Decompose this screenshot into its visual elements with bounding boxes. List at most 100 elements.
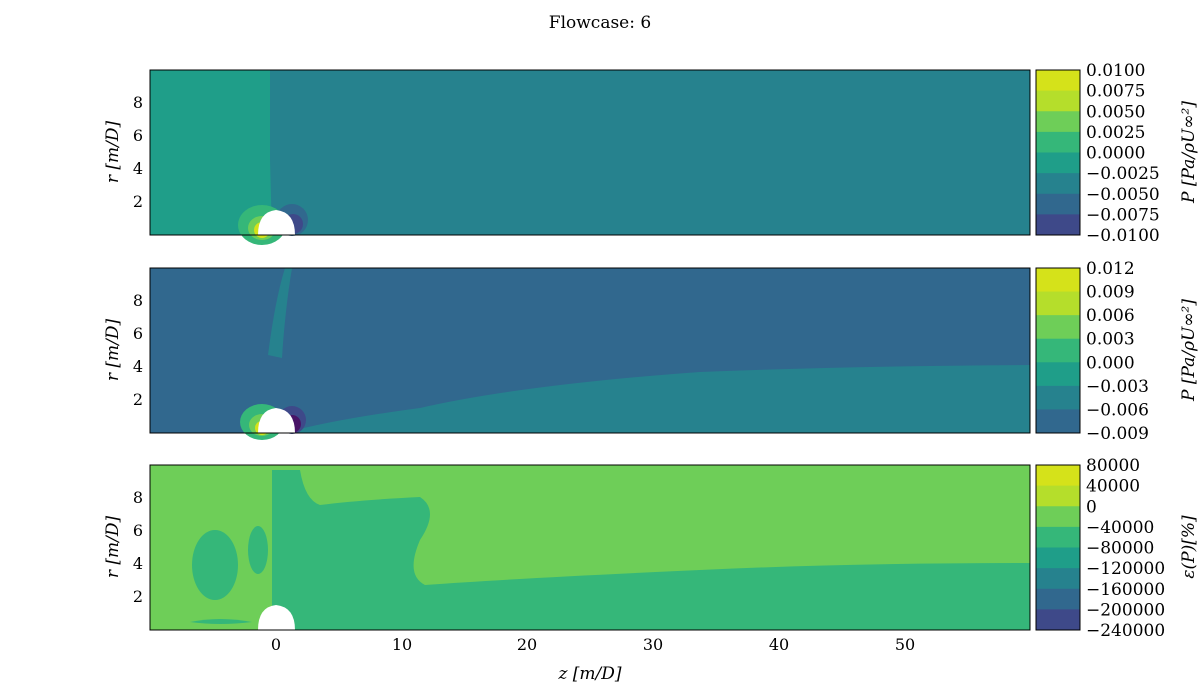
plot-frame: [149, 267, 1031, 434]
y-tick-label: 8: [133, 93, 143, 112]
colorbar-tick-label: 0.000: [1086, 353, 1135, 373]
region-blob-near: [248, 526, 268, 574]
colorbar-band: [1036, 90, 1080, 112]
colorbar-band: [1036, 485, 1080, 507]
colorbar-frame: [1035, 464, 1081, 631]
region-wake: [285, 365, 1030, 433]
y-tick-label: 4: [133, 357, 143, 376]
colorbar-tick-label: −0.0050: [1086, 185, 1160, 205]
colorbar-band: [1036, 111, 1080, 133]
colorbar-tick-label: −160000: [1086, 580, 1165, 600]
colorbar-tick-label: 0.0000: [1086, 144, 1145, 164]
y-tick-label: 8: [133, 488, 143, 507]
y-tick-label: 4: [133, 554, 143, 573]
colorbar-band: [1036, 193, 1080, 215]
colorbar-band: [1036, 506, 1080, 528]
region-blob-upstream: [192, 530, 238, 600]
y-ticks: 2 4 6 8: [133, 291, 143, 409]
colorbar-band: [1036, 362, 1080, 387]
region-upstream: [150, 70, 272, 235]
panel-pressure-model: 2 4 6 8 r [m/D] 0.012 0.009 0.006 0.003 0.00…: [103, 259, 1199, 444]
colorbar-tick-label: 0: [1086, 497, 1097, 517]
colorbar-band: [1036, 338, 1080, 363]
x-tick-label: 10: [392, 635, 412, 654]
x-ticks: 0 10 20 30 40 50: [271, 635, 915, 654]
colorbar-tick-label: 40000: [1086, 477, 1140, 497]
colorbar-tick-label: 0.0100: [1086, 61, 1145, 81]
figure-title: Flowcase: 6: [549, 13, 651, 33]
colorbar-band: [1036, 214, 1080, 236]
colorbar-tick-label: 0.0075: [1086, 82, 1145, 102]
region-streak-bottom: [190, 619, 252, 624]
x-tick-label: 40: [769, 635, 789, 654]
colorbar-band: [1036, 588, 1080, 610]
body-shape: [258, 605, 295, 630]
colorbar-tick-label: −240000: [1086, 621, 1165, 641]
plot-frame: [149, 69, 1031, 236]
colorbar-tick-label: 0.003: [1086, 330, 1135, 350]
contour-field: [150, 268, 1030, 440]
panel-pressure-error: 2 4 6 8 0 10 20 30 40 50 z [m/D] r [m/D]…: [103, 456, 1199, 684]
x-tick-label: 50: [895, 635, 915, 654]
colorbar-band: [1036, 173, 1080, 195]
colorbar-band: [1036, 70, 1080, 92]
y-tick-label: 8: [133, 291, 143, 310]
colorbar-tick-label: 80000: [1086, 456, 1140, 476]
y-axis-label: r [m/D]: [103, 516, 123, 579]
colorbar-label: P [Pa/ρU∞²]: [1179, 299, 1199, 402]
body-shape: [258, 408, 295, 433]
contour-field: [150, 465, 1030, 630]
colorbar-label: ε(P)[%]: [1179, 515, 1199, 579]
x-tick-label: 30: [643, 635, 663, 654]
y-ticks: 2 4 6 8: [133, 93, 143, 211]
y-tick-label: 2: [133, 390, 143, 409]
colorbar: 80000400000−40000−80000−120000−160000−20…: [1035, 456, 1165, 641]
colorbar-tick-label: 0.012: [1086, 259, 1135, 279]
colorbar-tick-label: −120000: [1086, 559, 1165, 579]
colorbar-band: [1036, 152, 1080, 174]
colorbar-band: [1036, 526, 1080, 549]
colorbar-tick-label: −40000: [1086, 518, 1154, 538]
colorbar-tick-label: −0.0025: [1086, 164, 1160, 184]
colorbar-tick-label: −0.0075: [1086, 205, 1160, 225]
colorbar-tick-label: −0.003: [1086, 377, 1149, 397]
y-tick-label: 2: [133, 587, 143, 606]
colorbar-tick-label: 0.006: [1086, 306, 1135, 326]
colorbar-tick-label: −200000: [1086, 600, 1165, 620]
body-shape: [258, 210, 295, 235]
colorbar-band: [1036, 291, 1080, 316]
contour-field: [150, 70, 1030, 245]
colorbar-tick-label: 0.0050: [1086, 102, 1145, 122]
colorbar: 0.01000.00750.00500.00250.0000−0.0025−0.…: [1035, 61, 1160, 246]
colorbar-frame: [1035, 69, 1081, 236]
region-streak: [268, 268, 292, 358]
region-wake: [272, 470, 1030, 630]
plot-frame: [149, 464, 1031, 631]
y-axis-label: r [m/D]: [103, 121, 123, 184]
colorbar-band: [1036, 609, 1080, 631]
colorbar-band: [1036, 409, 1080, 434]
colorbar-band: [1036, 385, 1080, 410]
y-axis-label: r [m/D]: [103, 319, 123, 382]
colorbar-tick-label: −0.006: [1086, 400, 1149, 420]
panel-pressure-reference: 2 4 6 8 r [m/D] 0.01000.00750.00500.0025…: [103, 61, 1199, 246]
colorbar-tick-label: −80000: [1086, 539, 1154, 559]
colorbar-band: [1036, 465, 1080, 487]
x-tick-label: 0: [271, 635, 281, 654]
x-axis-label: z [m/D]: [557, 664, 621, 684]
y-tick-label: 6: [133, 521, 143, 540]
colorbar-band: [1036, 315, 1080, 340]
y-tick-label: 6: [133, 126, 143, 145]
colorbar-tick-label: −0.0100: [1086, 226, 1160, 246]
colorbar-frame: [1035, 267, 1081, 434]
colorbar-band: [1036, 131, 1080, 154]
colorbar: 0.012 0.009 0.006 0.003 0.000 −0.003 −0.006 −0.…: [1035, 259, 1149, 444]
colorbar-band: [1036, 268, 1080, 293]
colorbar-band: [1036, 568, 1080, 590]
colorbar-label: P [Pa/ρU∞²]: [1179, 101, 1199, 204]
y-tick-label: 4: [133, 159, 143, 178]
colorbar-tick-label: 0.0025: [1086, 123, 1145, 143]
y-tick-label: 6: [133, 324, 143, 343]
y-tick-label: 2: [133, 192, 143, 211]
